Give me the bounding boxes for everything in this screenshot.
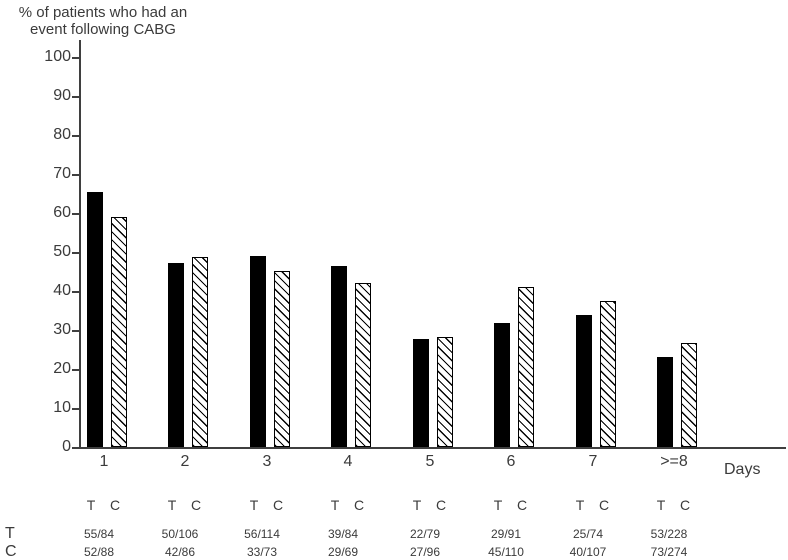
fraction-T: 50/106 — [161, 527, 199, 541]
category-label: 7 — [588, 453, 598, 470]
fraction-C: 33/73 — [246, 545, 278, 559]
column-header-T: T — [167, 497, 177, 513]
category-label: >=8 — [660, 453, 688, 470]
category-label: 3 — [262, 453, 272, 470]
x-axis-line — [79, 447, 786, 449]
column-header-C: C — [353, 497, 365, 513]
column-header-C: C — [109, 497, 121, 513]
y-tick-label: 40 — [53, 282, 71, 299]
y-axis-line — [79, 40, 81, 449]
y-tick-label: 90 — [53, 87, 71, 104]
column-header-T: T — [249, 497, 259, 513]
column-header-C: C — [435, 497, 447, 513]
y-tick-label: 30 — [53, 321, 71, 338]
fraction-T: 56/114 — [244, 527, 280, 541]
y-tick — [72, 290, 79, 293]
y-tick-label: 10 — [53, 399, 71, 416]
bar-T-day-5 — [413, 339, 429, 447]
bar-T-day-2 — [168, 263, 184, 447]
y-tick — [72, 56, 79, 59]
bar-T-day-1 — [87, 192, 103, 447]
column-header-C: C — [516, 497, 528, 513]
fraction-T: 39/84 — [327, 527, 359, 541]
category-label: 4 — [343, 453, 353, 470]
column-header-C: C — [190, 497, 202, 513]
bar-C-day-1 — [111, 217, 127, 447]
fraction-C: 42/86 — [164, 545, 196, 559]
fraction-C: 52/88 — [83, 545, 115, 559]
fraction-C: 45/110 — [488, 545, 524, 559]
y-tick-label: 100 — [44, 48, 71, 65]
column-header-T: T — [330, 497, 340, 513]
chart-title: % of patients who had an event following… — [8, 4, 198, 38]
bar-T-day->=8 — [657, 357, 673, 447]
bar-C-day-5 — [437, 337, 453, 447]
fraction-T: 53/228 — [650, 527, 688, 541]
column-header-T: T — [656, 497, 666, 513]
y-tick — [72, 212, 79, 215]
y-tick-label: 70 — [53, 165, 71, 182]
bar-T-day-7 — [576, 315, 592, 447]
table-row-label-C: C — [5, 543, 17, 560]
x-axis-title: Days — [724, 461, 761, 478]
bar-C-day-4 — [355, 283, 371, 447]
bar-C-day-7 — [600, 301, 616, 447]
category-label: 1 — [99, 453, 109, 470]
y-tick — [72, 251, 79, 254]
fraction-C: 27/96 — [409, 545, 441, 559]
y-tick — [72, 329, 79, 332]
fraction-C: 29/69 — [327, 545, 359, 559]
bar-C-day-3 — [274, 271, 290, 447]
table-row-label-T: T — [5, 525, 15, 542]
bar-C-day->=8 — [681, 343, 697, 447]
category-label: 5 — [425, 453, 435, 470]
column-header-T: T — [575, 497, 585, 513]
fraction-T: 29/91 — [490, 527, 522, 541]
fraction-T: 25/74 — [572, 527, 604, 541]
bar-C-day-2 — [192, 257, 208, 447]
fraction-T: 22/79 — [409, 527, 441, 541]
y-tick — [72, 407, 79, 410]
y-tick — [72, 446, 79, 449]
y-tick-label: 0 — [62, 438, 71, 455]
bar-C-day-6 — [518, 287, 534, 447]
y-tick-label: 20 — [53, 360, 71, 377]
bar-T-day-4 — [331, 266, 347, 447]
chart-title-line-1: % of patients who had an — [18, 4, 188, 21]
column-header-C: C — [598, 497, 610, 513]
bar-T-day-6 — [494, 323, 510, 447]
category-label: 2 — [180, 453, 190, 470]
y-tick-label: 80 — [53, 126, 71, 143]
bar-T-day-3 — [250, 256, 266, 447]
y-tick — [72, 95, 79, 98]
column-header-T: T — [86, 497, 96, 513]
y-tick — [72, 173, 79, 176]
column-header-T: T — [412, 497, 422, 513]
y-tick-label: 50 — [53, 243, 71, 260]
y-tick — [72, 368, 79, 371]
category-label: 6 — [506, 453, 516, 470]
column-header-T: T — [493, 497, 503, 513]
fraction-C: 73/274 — [650, 545, 688, 559]
column-header-C: C — [679, 497, 691, 513]
chart-title-line-2: event following CABG — [30, 21, 176, 38]
y-tick — [72, 134, 79, 137]
fraction-C: 40/107 — [569, 545, 607, 559]
column-header-C: C — [272, 497, 284, 513]
y-tick-label: 60 — [53, 204, 71, 221]
fraction-T: 55/84 — [83, 527, 115, 541]
